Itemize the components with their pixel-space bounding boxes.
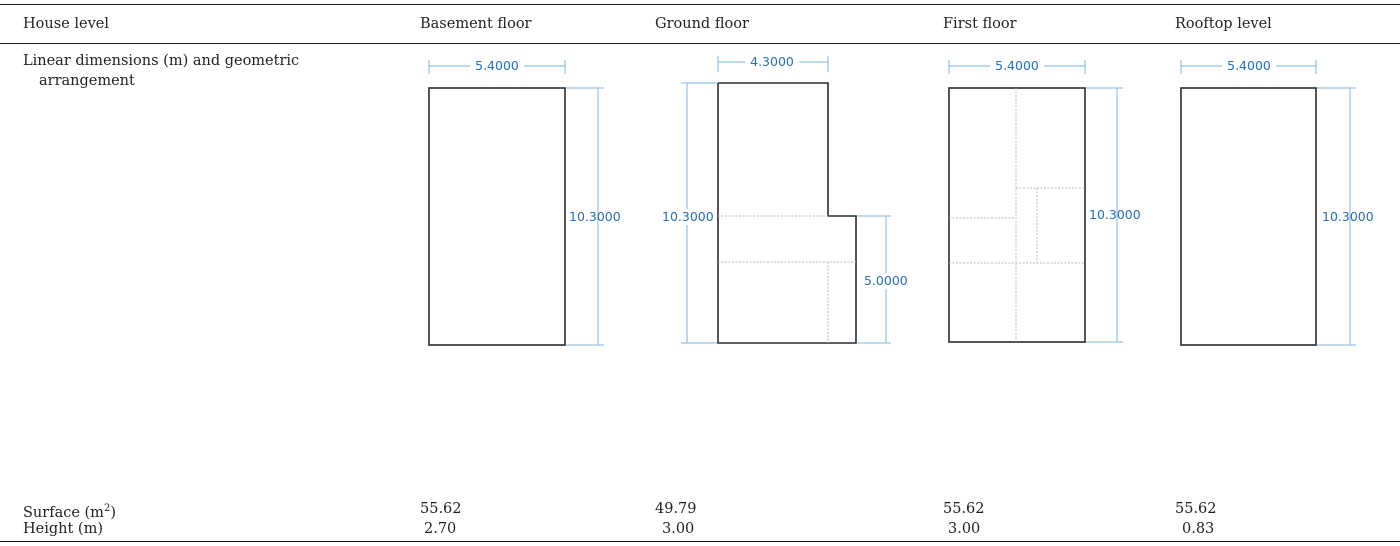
first-height-label: 10.3000 (1089, 207, 1141, 222)
table-top-rule (0, 4, 1400, 5)
row-label-height: Height (m) (23, 521, 103, 537)
surface-label-end: ) (110, 504, 116, 521)
basement-height-label: 10.3000 (569, 209, 621, 224)
ground-step-label-bg (862, 273, 912, 289)
table-header-rule (0, 43, 1400, 44)
rooftop-width-label-bg (1222, 58, 1276, 74)
basement-width-label: 5.4000 (475, 58, 519, 73)
row-label-surface: Surface (m2) (23, 499, 116, 523)
ground-step-label: 5.0000 (864, 273, 908, 288)
first-width-label: 5.4000 (995, 58, 1039, 73)
ground-height-label: 10.3000 (662, 209, 714, 224)
row-label-dimensions: Linear dimensions (m) and geometric (23, 53, 300, 69)
surface-rooftop: 55.62 (1175, 501, 1217, 517)
basement-outline (428, 87, 566, 346)
ground-height-label-bg (660, 209, 714, 225)
surface-basement: 55.62 (420, 501, 462, 517)
first-width-label-bg (990, 58, 1044, 74)
header-rooftop-level: Rooftop level (1175, 16, 1272, 32)
row-label-dimensions-cont: arrangement (39, 73, 135, 89)
surface-first: 55.62 (943, 501, 985, 517)
height-rooftop: 0.83 (1182, 521, 1215, 537)
ground-width-label-bg (745, 54, 799, 70)
plan-first: 5.4000 10.3000 (948, 58, 1141, 343)
header-basement-floor: Basement floor (420, 16, 532, 32)
plan-basement: 5.4000 10.3000 (428, 58, 621, 346)
plan-rooftop: 5.4000 10.3000 (1180, 58, 1374, 346)
rooftop-width-label: 5.4000 (1227, 58, 1271, 73)
header-ground-floor: Ground floor (655, 16, 749, 32)
header-house-level: House level (23, 16, 109, 32)
rooftop-height-label: 10.3000 (1322, 209, 1374, 224)
rooftop-outline (1180, 87, 1317, 346)
basement-width-label-bg (470, 58, 524, 74)
first-outline (948, 87, 1086, 343)
surface-label-sup: 2 (103, 503, 111, 514)
surface-ground: 49.79 (655, 501, 697, 517)
ground-outline (717, 82, 857, 344)
table-bottom-rule (0, 541, 1400, 542)
ground-width-label: 4.3000 (750, 54, 794, 69)
height-basement: 2.70 (424, 521, 457, 537)
height-ground: 3.00 (662, 521, 695, 537)
height-first: 3.00 (948, 521, 981, 537)
surface-label-text: Surface (m (23, 504, 104, 521)
header-first-floor: First floor (943, 16, 1017, 32)
plan-ground: 4.3000 10.3000 5.0000 (660, 54, 912, 344)
